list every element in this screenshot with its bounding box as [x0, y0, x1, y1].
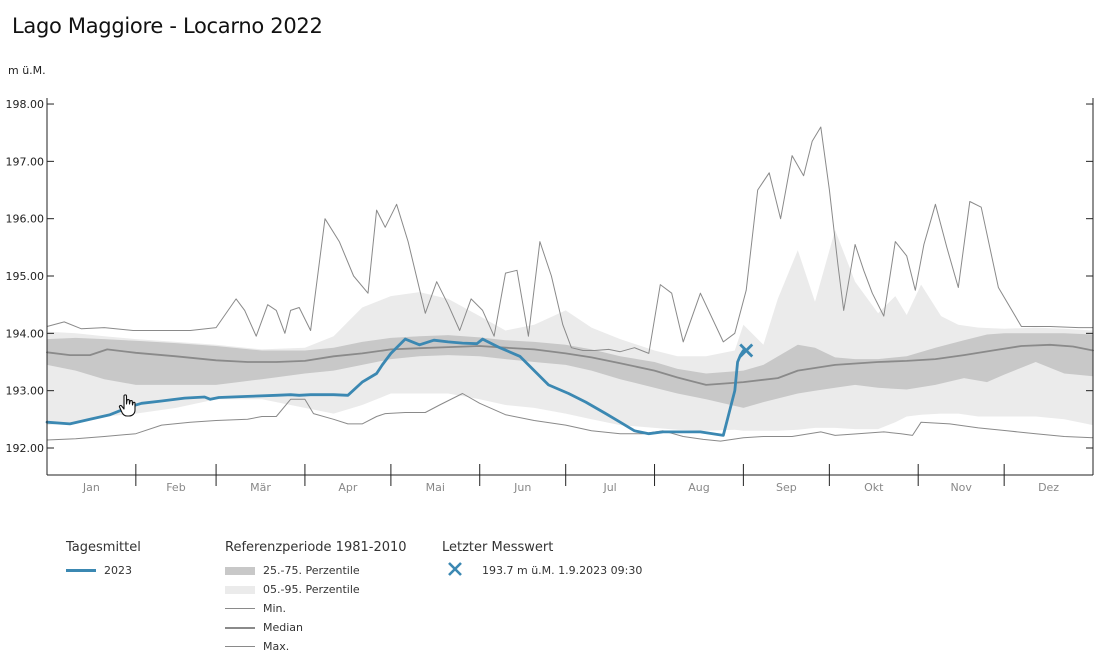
legend-item-2023[interactable]: 2023 — [66, 561, 141, 580]
x-tick-label: Jun — [513, 481, 531, 494]
band-p25-75 — [47, 333, 1093, 408]
y-tick-label: 195.00 — [6, 270, 45, 283]
legend-item-min[interactable]: Min. — [225, 599, 407, 618]
y-tick: 198.00 — [6, 98, 1093, 111]
legend-swatch-median — [225, 626, 255, 629]
min-line — [46, 393, 1094, 442]
legend-item-median[interactable]: Median — [225, 618, 407, 637]
y-tick: 193.00 — [6, 385, 1093, 398]
y-axis-unit-label: m ü.M. — [8, 64, 46, 77]
last-value-marker[interactable] — [739, 343, 754, 358]
legend-last-value: Letzter Messwert 193.7 m ü.M. 1.9.2023 0… — [442, 540, 642, 580]
legend-item-p05-95[interactable]: 05.-95. Perzentile — [225, 580, 407, 599]
legend-label: 2023 — [104, 564, 132, 577]
x-tick-label: Apr — [338, 481, 358, 494]
y-tick-label: 196.00 — [6, 213, 45, 226]
page-title: Lago Maggiore - Locarno 2022 — [12, 14, 323, 38]
legend-swatch-min — [225, 608, 255, 609]
legend-label: 25.-75. Perzentile — [263, 564, 360, 577]
legend-swatch-max — [225, 646, 255, 647]
legend-swatch-2023 — [66, 569, 96, 572]
legend-swatch-p05-95 — [225, 585, 255, 594]
legend-last-value-heading: Letzter Messwert — [442, 540, 554, 555]
y-tick: 197.00 — [6, 155, 1093, 168]
legend-label: Max. — [263, 640, 290, 653]
series-2023-line — [45, 337, 748, 437]
y-tick: 194.00 — [6, 327, 1093, 340]
x-tick-label: Jul — [602, 481, 616, 494]
band-p05-95 — [47, 230, 1093, 431]
y-tick: 195.00 — [6, 270, 1093, 283]
last-value-text: 193.7 m ü.M. 1.9.2023 09:30 — [482, 564, 643, 577]
hand-cursor-icon — [118, 394, 138, 422]
y-tick-label: 198.00 — [6, 98, 45, 111]
x-tick-label: Nov — [950, 481, 972, 494]
legend-reference-heading: Referenzperiode 1981-2010 — [225, 540, 407, 555]
legend-item-p25-75[interactable]: 25.-75. Perzentile — [225, 561, 407, 580]
y-tick-label: 192.00 — [6, 442, 45, 455]
x-tick-label: Mär — [250, 481, 271, 494]
median-line — [46, 343, 1094, 386]
y-tick-label: 197.00 — [6, 155, 45, 168]
y-tick: 192.00 — [6, 442, 1093, 455]
lake-level-chart: 192.00 193.00 194.00 195.00 196.00 197.00 198.… — [6, 98, 1094, 494]
legend-daily-mean-heading: Tagesmittel — [66, 540, 141, 555]
x-tick-label: Feb — [166, 481, 185, 494]
legend-label: Min. — [263, 602, 287, 615]
legend-item-max[interactable]: Max. — [225, 637, 407, 656]
y-tick-label: 194.00 — [6, 327, 45, 340]
x-tick-label: Jan — [82, 481, 100, 494]
x-tick-label: Mai — [426, 481, 445, 494]
x-tick-label: Sep — [776, 481, 797, 494]
legend-label: 05.-95. Perzentile — [263, 583, 360, 596]
x-marker-icon — [447, 561, 465, 580]
y-tick-label: 193.00 — [6, 385, 45, 398]
x-tick-label: Dez — [1038, 481, 1059, 494]
legend-swatch-p25-75 — [225, 566, 255, 575]
legend-reference-period: Referenzperiode 1981-2010 25.-75. Perzen… — [225, 540, 407, 656]
x-tick-label: Okt — [864, 481, 884, 494]
legend-item-last-value[interactable]: 193.7 m ü.M. 1.9.2023 09:30 — [442, 561, 642, 580]
max-line — [46, 126, 1094, 354]
legend-daily-mean: Tagesmittel 2023 — [66, 540, 141, 580]
x-tick-label: Aug — [688, 481, 709, 494]
legend-label: Median — [263, 621, 304, 634]
y-tick: 196.00 — [6, 213, 1093, 226]
